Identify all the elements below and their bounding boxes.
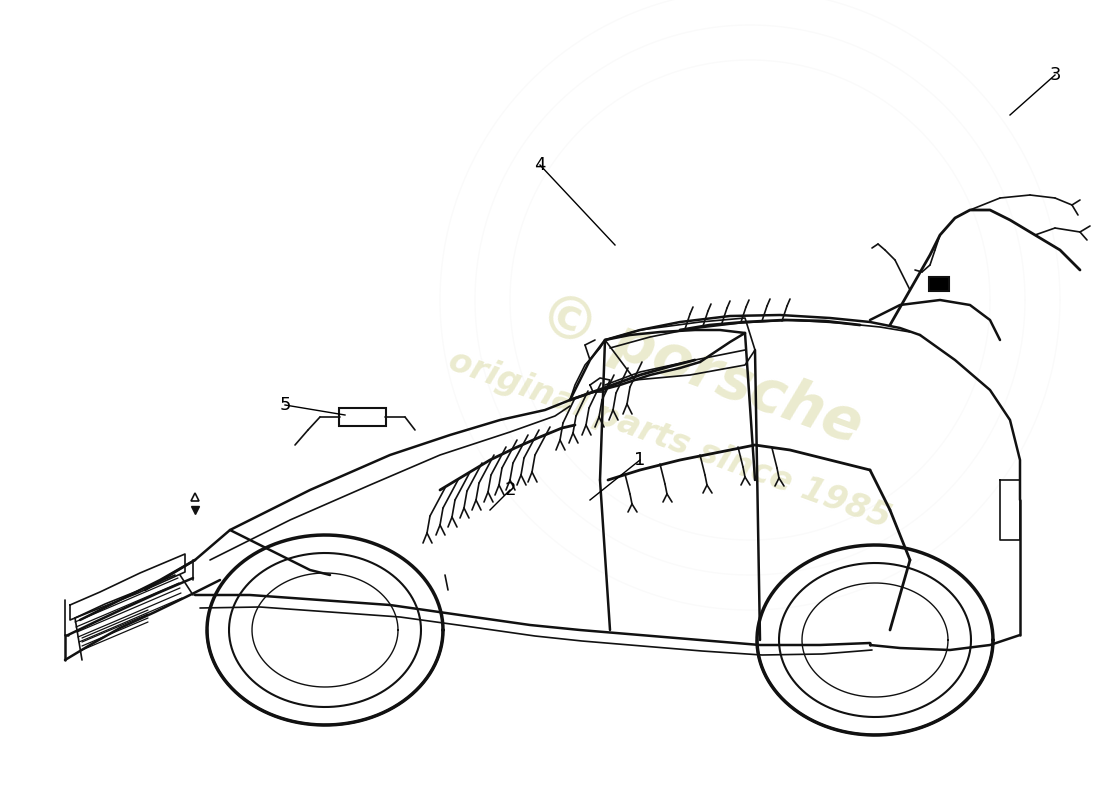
FancyBboxPatch shape <box>339 408 386 426</box>
Text: 1: 1 <box>635 451 646 469</box>
Text: 3: 3 <box>1049 66 1060 84</box>
Text: 5: 5 <box>279 396 290 414</box>
Text: © porsche: © porsche <box>530 285 869 455</box>
Text: 2: 2 <box>504 481 516 499</box>
Text: 4: 4 <box>535 156 546 174</box>
Text: original parts since 1985: original parts since 1985 <box>444 345 895 535</box>
FancyBboxPatch shape <box>930 277 949 291</box>
